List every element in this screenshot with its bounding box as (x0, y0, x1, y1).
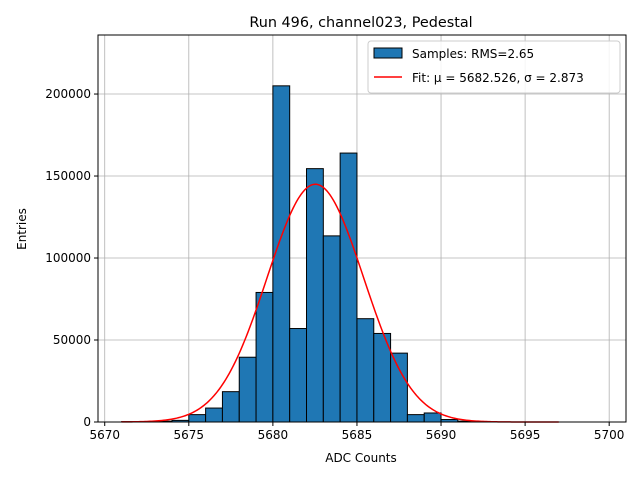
histogram-bar (424, 413, 441, 422)
x-tick-label: 5695 (510, 428, 541, 442)
x-axis-label: ADC Counts (325, 451, 397, 465)
y-tick-label: 0 (83, 415, 91, 429)
x-tick-label: 5675 (174, 428, 205, 442)
y-axis-label: Entries (15, 208, 29, 250)
histogram-bar (323, 236, 340, 422)
legend-fit-label: Fit: μ = 5682.526, σ = 2.873 (412, 71, 584, 85)
histogram-bar (206, 408, 223, 422)
histogram-bar (340, 153, 357, 422)
legend: Samples: RMS=2.65 Fit: μ = 5682.526, σ =… (368, 41, 620, 93)
y-tick-label: 100000 (45, 251, 91, 265)
legend-samples-swatch (374, 48, 402, 58)
y-tick-label: 200000 (45, 87, 91, 101)
histogram-bar (290, 329, 307, 422)
y-tick-label: 150000 (45, 169, 91, 183)
legend-samples-label: Samples: RMS=2.65 (412, 47, 534, 61)
x-tick-label: 5685 (342, 428, 373, 442)
histogram-bar (256, 292, 273, 422)
x-tick-label: 5700 (594, 428, 625, 442)
histogram-bar (222, 392, 239, 422)
histogram-bar (407, 415, 424, 422)
y-tick-label: 50000 (53, 333, 91, 347)
histogram-bar (239, 357, 256, 422)
x-tick-label: 5690 (426, 428, 457, 442)
chart-title: Run 496, channel023, Pedestal (249, 15, 472, 31)
histogram-bar (391, 353, 408, 422)
x-tick-label: 5670 (89, 428, 120, 442)
histogram-bar (307, 169, 324, 422)
histogram-bar (189, 415, 206, 422)
x-tick-label: 5680 (258, 428, 289, 442)
histogram-bar (357, 319, 374, 422)
